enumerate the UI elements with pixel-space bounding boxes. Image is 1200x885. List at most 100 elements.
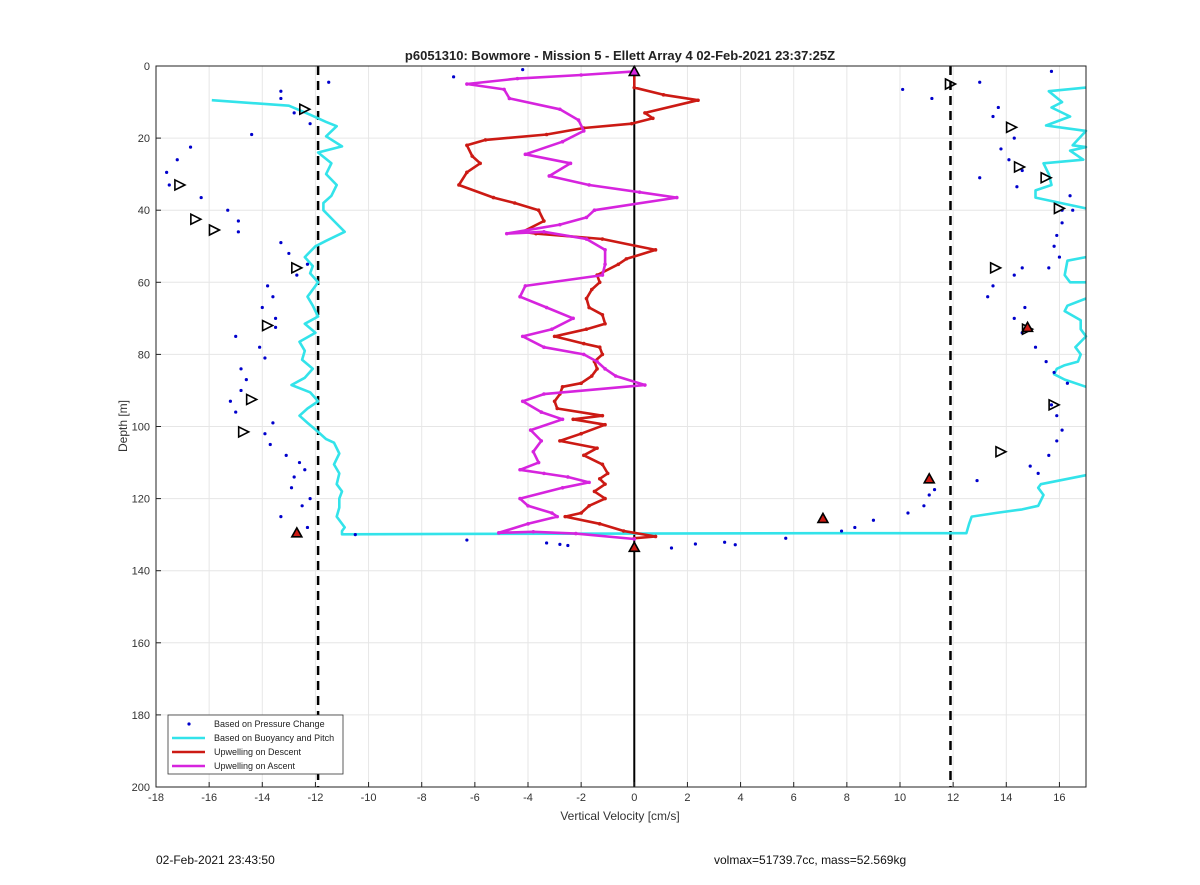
x-tick-label: -18 [148, 792, 164, 804]
series-line [1063, 255, 1087, 284]
chart-title: p6051310: Bowmore - Mission 5 - Ellett A… [405, 48, 835, 63]
series-point [600, 462, 605, 467]
pressure-point [932, 487, 937, 492]
series-point [603, 367, 607, 371]
series-line [1052, 297, 1088, 389]
x-tick-label: 2 [684, 792, 690, 804]
x-tick-label: -8 [417, 792, 427, 804]
series-point [603, 248, 607, 252]
pressure-point [271, 295, 275, 299]
series-point [597, 476, 602, 481]
footer-volmax-mass: volmax=51739.7cc, mass=52.569kg [714, 853, 907, 867]
pressure-point [353, 533, 357, 537]
pressure-point [558, 542, 562, 546]
series-point [582, 453, 586, 458]
x-tick-label: 4 [738, 792, 744, 804]
pressure-point [300, 504, 304, 508]
pressure-point [279, 96, 283, 101]
y-axis-label: Depth [m] [116, 400, 130, 452]
pressure-point [305, 262, 310, 266]
x-tick-label: 0 [631, 792, 637, 804]
open-triangle-marker [174, 178, 187, 192]
series-point [552, 334, 557, 339]
y-tick-label: 40 [138, 205, 150, 217]
open-triangle-marker [995, 445, 1008, 459]
pressure-point [693, 542, 698, 546]
pressure-point [1028, 464, 1032, 468]
series-point [544, 305, 549, 310]
red-triangle-marker [816, 511, 830, 524]
pressure-point [260, 305, 264, 310]
markers-layer [174, 64, 1067, 553]
pressure-point [1023, 305, 1027, 310]
pressure-point [199, 195, 203, 200]
open-triangle-marker [1005, 120, 1019, 134]
pressure-point [303, 468, 307, 472]
series-point [632, 537, 637, 541]
x-tick-label: 10 [894, 792, 906, 804]
series-point [470, 154, 475, 158]
pressure-point [452, 75, 456, 79]
pressure-point [991, 284, 995, 288]
pressure-point [236, 230, 240, 234]
pressure-point [308, 122, 312, 126]
pressure-point [465, 538, 469, 542]
series-point [651, 116, 655, 121]
series-line [211, 98, 1087, 536]
red-triangle-marker [1021, 320, 1034, 333]
series-point [523, 284, 528, 288]
open-triangle-marker [245, 393, 259, 406]
series-line [1034, 86, 1088, 210]
pressure-point [986, 295, 990, 299]
series-point [502, 87, 506, 92]
series-point [605, 471, 610, 476]
y-tick-label: 140 [132, 566, 150, 578]
series-point [603, 262, 607, 267]
y-tick-label: 20 [138, 133, 150, 145]
pressure-point [228, 399, 232, 403]
legend-label: Upwelling on Descent [214, 747, 302, 757]
series-point [600, 413, 605, 418]
series-point [571, 316, 575, 321]
series-point [518, 467, 522, 472]
red-triangle-marker [922, 472, 936, 484]
pressure-point [1012, 136, 1016, 140]
series-point [523, 152, 528, 157]
series-point [496, 531, 501, 535]
pressure-point [295, 273, 299, 277]
pressure-point [978, 80, 982, 84]
series-point [560, 139, 565, 144]
pressure-point [930, 96, 934, 101]
series-layer [165, 66, 1088, 787]
series-point [558, 439, 562, 443]
pressure-point [1047, 266, 1051, 270]
pressure-point [1007, 158, 1011, 162]
series-point [526, 504, 530, 508]
pressure-point [922, 504, 926, 508]
legend-box [167, 714, 344, 775]
series-point [465, 82, 469, 86]
open-triangle-marker [989, 261, 1003, 275]
series-point [542, 345, 546, 349]
pressure-point [1033, 345, 1038, 349]
pressure-point [1044, 360, 1048, 364]
open-triangle-marker [1048, 398, 1061, 412]
legend-swatch [187, 722, 191, 726]
series-point [478, 161, 482, 166]
x-tick-label: 14 [1000, 792, 1012, 804]
series-point [589, 374, 594, 378]
x-tick-label: -2 [576, 792, 586, 804]
pressure-point [239, 367, 243, 371]
open-triangle-marker [298, 102, 312, 116]
pressure-point [1055, 233, 1059, 238]
y-tick-label: 200 [132, 782, 150, 794]
series-point [643, 383, 647, 387]
series-point [632, 85, 637, 90]
pressure-point [279, 241, 283, 245]
series-line [465, 70, 679, 541]
pressure-point [784, 536, 788, 540]
y-tick-label: 0 [144, 61, 150, 73]
series-point [550, 511, 554, 515]
series-point [536, 208, 541, 212]
